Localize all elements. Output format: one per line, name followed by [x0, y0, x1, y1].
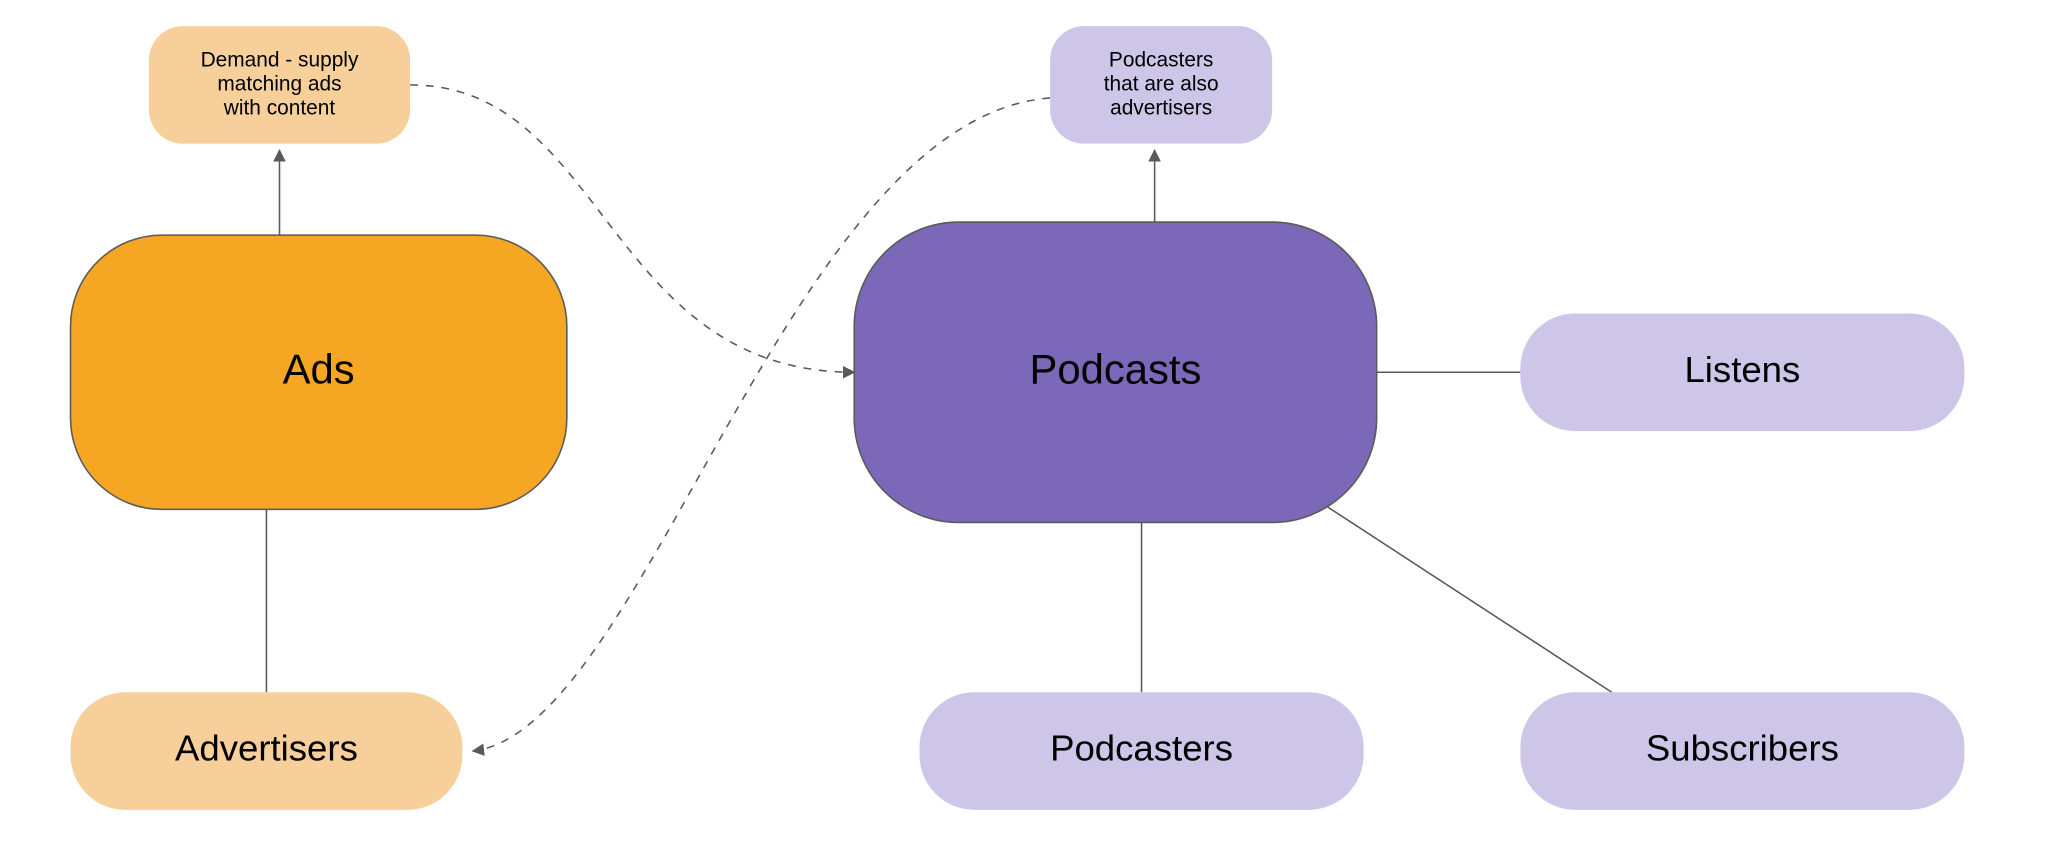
edge-podcasts-to-subscribers — [1311, 496, 1611, 692]
node-label-subscribers: Subscribers — [1646, 728, 1839, 769]
node-label-podcasters_also: Podcasters — [1109, 48, 1213, 71]
node-label-podcasters_also: advertisers — [1110, 96, 1212, 119]
node-podcasters_also: Podcastersthat are alsoadvertisers — [1050, 26, 1272, 144]
node-label-demand: matching ads — [217, 72, 341, 95]
node-podcasters: Podcasters — [920, 692, 1364, 810]
node-label-demand: with content — [223, 96, 336, 119]
node-label-ads: Ads — [283, 345, 355, 392]
node-ads: Ads — [71, 235, 567, 509]
node-label-advertisers: Advertisers — [175, 728, 358, 769]
node-subscribers: Subscribers — [1520, 692, 1964, 810]
node-label-podcasters: Podcasters — [1050, 728, 1233, 769]
node-listens: Listens — [1520, 313, 1964, 431]
node-label-demand: Demand - supply — [201, 48, 359, 71]
node-podcasts: Podcasts — [854, 222, 1376, 522]
node-advertisers: Advertisers — [71, 692, 463, 810]
node-label-podcasters_also: that are also — [1104, 72, 1219, 95]
node-label-podcasts: Podcasts — [1030, 345, 1202, 392]
node-demand: Demand - supplymatching adswith content — [149, 26, 410, 144]
nodes-layer: Ads Demand - supplymatching adswith conte… — [71, 26, 1965, 810]
node-label-listens: Listens — [1684, 349, 1800, 390]
diagram-canvas: Ads Demand - supplymatching adswith conte… — [0, 0, 2048, 849]
